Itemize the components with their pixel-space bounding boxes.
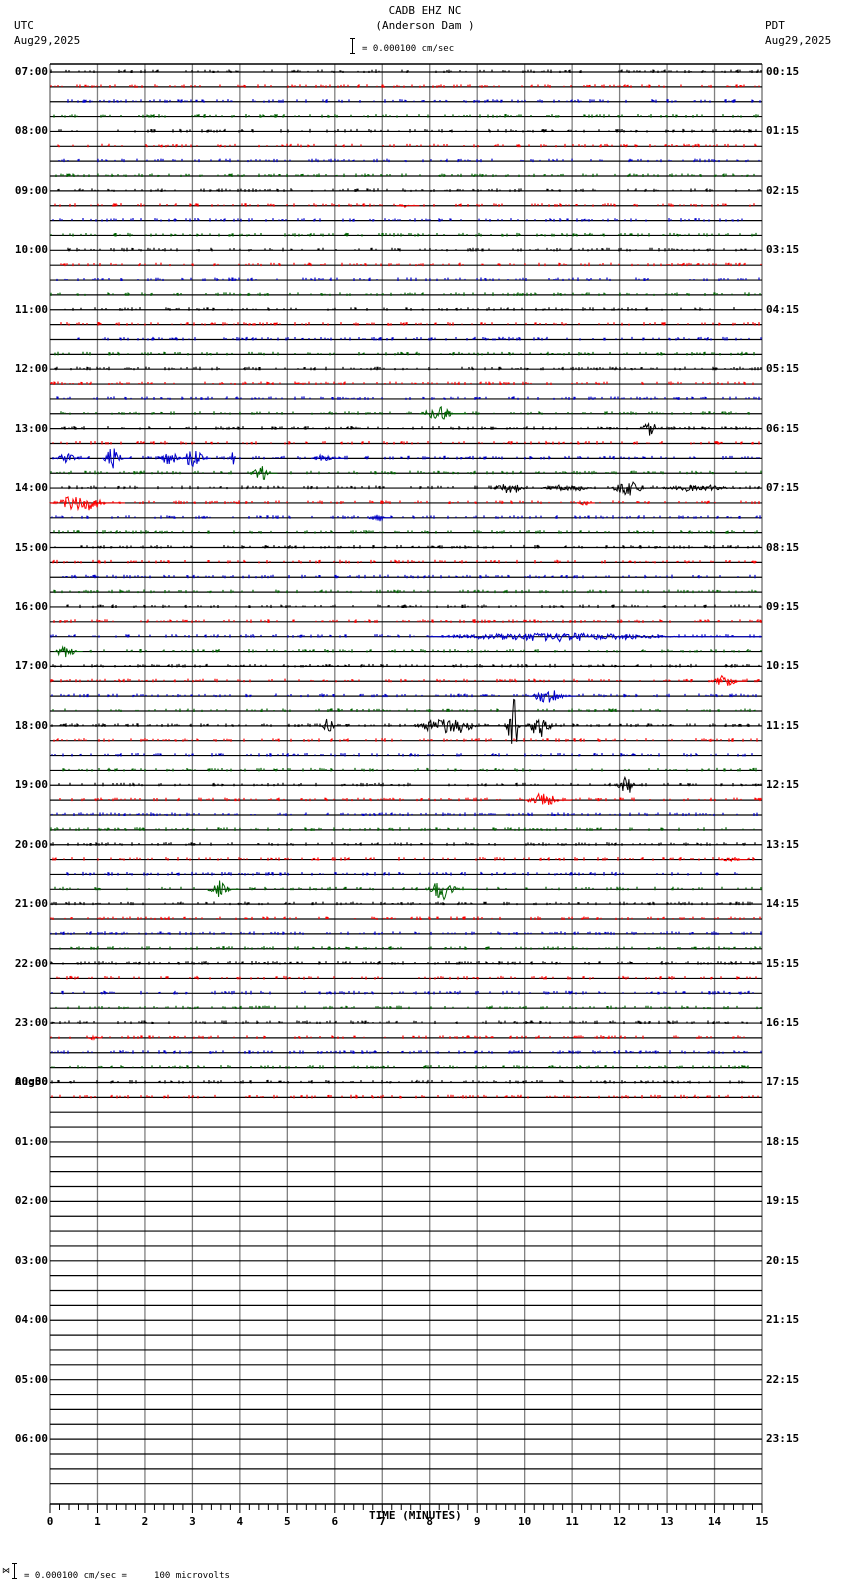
pdt-hour-label: 09:15 <box>766 599 800 613</box>
pdt-hour-label: 16:15 <box>766 1016 800 1030</box>
x-tick-label: 6 <box>331 1515 339 1528</box>
x-tick-label: 8 <box>426 1515 434 1528</box>
pdt-hour-label: 13:15 <box>766 837 800 851</box>
pdt-hour-label: 18:15 <box>766 1134 800 1148</box>
pdt-hour-label: 08:15 <box>766 540 800 554</box>
utc-hour-label: 11:00 <box>14 302 48 316</box>
x-tick-label: 10 <box>518 1515 532 1528</box>
utc-hour-label: 20:00 <box>14 837 48 851</box>
x-tick-label: 12 <box>612 1515 627 1528</box>
utc-hour-label: 18:00 <box>14 718 48 732</box>
pdt-hour-label: 03:15 <box>766 243 800 257</box>
pdt-hour-label: 12:15 <box>766 778 800 792</box>
pdt-hour-label: 00:15 <box>766 65 800 78</box>
footer-scale-bar-icon <box>11 1563 18 1579</box>
station-title: CADB EHZ NC <box>388 4 462 17</box>
pdt-hour-label: 05:15 <box>766 362 800 376</box>
utc-hour-label: 13:00 <box>14 421 48 435</box>
x-tick-label: 9 <box>473 1515 481 1528</box>
pdt-hour-label: 23:15 <box>766 1432 800 1446</box>
pdt-hour-label: 22:15 <box>766 1372 800 1386</box>
utc-hour-label: 21:00 <box>14 897 48 911</box>
left-date: Aug29,2025 <box>14 34 81 47</box>
right-timezone: PDT <box>765 19 785 32</box>
utc-hour-label: 06:00 <box>14 1432 48 1446</box>
utc-hour-label: 08:00 <box>14 124 48 138</box>
scale-bar-icon <box>349 38 356 54</box>
pdt-hour-label: 20:15 <box>766 1253 800 1267</box>
x-tick-label: 13 <box>660 1515 674 1528</box>
x-tick-label: 14 <box>707 1515 722 1528</box>
utc-hour-label: 07:00 <box>14 65 48 78</box>
utc-hour-label: 02:00 <box>14 1194 48 1208</box>
pdt-hour-label: 14:15 <box>766 897 800 911</box>
utc-hour-label: 10:00 <box>14 243 48 257</box>
pdt-hour-label: 01:15 <box>766 124 800 138</box>
x-axis-label: TIME (MINUTES) <box>369 1509 462 1522</box>
utc-hour-label: 05:00 <box>14 1372 48 1386</box>
x-tick-label: 0 <box>46 1515 54 1528</box>
pdt-hour-label: 21:15 <box>766 1313 800 1327</box>
utc-hour-label: 00:00 <box>14 1075 48 1089</box>
x-tick-label: 4 <box>236 1515 244 1528</box>
pdt-hour-label: 11:15 <box>766 718 800 732</box>
utc-hour-label: 16:00 <box>14 599 48 613</box>
footer-marker-icon: ⋈ <box>2 1566 10 1575</box>
pdt-hour-label: 17:15 <box>766 1075 800 1089</box>
x-tick-label: 5 <box>284 1515 291 1528</box>
utc-hour-label: 22:00 <box>14 956 48 970</box>
x-tick-label: 3 <box>189 1515 196 1528</box>
utc-hour-label: 19:00 <box>14 778 48 792</box>
x-tick-label: 2 <box>141 1515 149 1528</box>
x-tick-label: 7 <box>378 1515 386 1528</box>
pdt-hour-label: 06:15 <box>766 421 800 435</box>
pdt-hour-label: 15:15 <box>766 956 800 970</box>
utc-hour-label: 04:00 <box>14 1313 48 1327</box>
pdt-hour-label: 10:15 <box>766 659 800 673</box>
utc-hour-label: 03:00 <box>14 1253 48 1267</box>
pdt-hour-label: 19:15 <box>766 1194 800 1208</box>
right-date: Aug29,2025 <box>765 34 832 47</box>
date-change-label: Aug30 <box>14 1075 48 1089</box>
scale-text: = 0.000100 cm/sec <box>362 44 455 54</box>
x-tick-label: 15 <box>755 1515 769 1528</box>
left-timezone: UTC <box>14 19 34 32</box>
utc-hour-label: 09:00 <box>14 183 48 197</box>
utc-hour-label: 12:00 <box>14 362 48 376</box>
station-location: (Anderson Dam ) <box>375 19 475 32</box>
x-tick-label: 1 <box>94 1515 101 1528</box>
utc-hour-label: 17:00 <box>14 659 48 673</box>
utc-hour-label: 14:00 <box>14 481 48 495</box>
x-tick-label: 11 <box>565 1515 579 1528</box>
pdt-hour-label: 07:15 <box>766 481 800 495</box>
pdt-hour-label: 04:15 <box>766 302 800 316</box>
utc-hour-label: 01:00 <box>14 1134 48 1148</box>
footer-scale-text: = 0.000100 cm/sec = 100 microvolts <box>24 1571 230 1581</box>
pdt-hour-label: 02:15 <box>766 183 800 197</box>
utc-hour-label: 15:00 <box>14 540 48 554</box>
utc-hour-label: 23:00 <box>14 1016 48 1030</box>
